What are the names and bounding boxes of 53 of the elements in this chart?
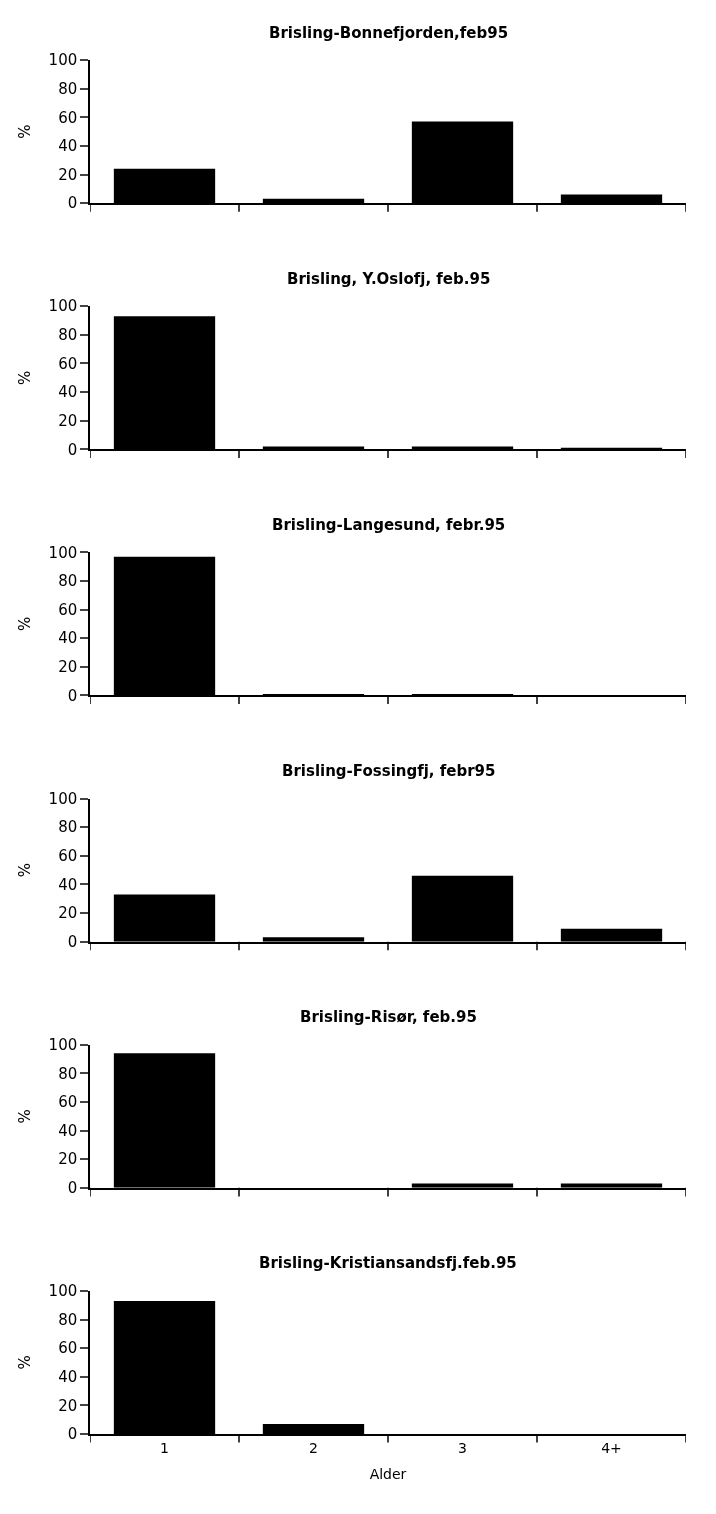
y-tick-label: 20 [58,165,78,184]
x-axis-title: Alder [369,1466,407,1483]
y-axis-title: % [16,370,35,385]
y-tick-label: 100 [48,297,78,316]
chart-title: Brisling-Fossingfj, febr95 [282,762,496,780]
y-tick-label: 0 [67,194,78,213]
y-axis-title: % [16,1109,35,1124]
x-tick-label: 2 [309,1439,318,1456]
chart-title: Brisling-Risør, feb.95 [300,1008,477,1026]
y-tick-label: 80 [58,79,78,98]
y-tick-label: 80 [58,1064,78,1083]
y-tick-label: 20 [58,904,78,923]
y-tick-label: 100 [48,51,78,70]
chart-title: Brisling-Langesund, febr.95 [272,516,506,534]
y-tick-label: 0 [67,1179,78,1198]
y-tick-label: 0 [67,1425,78,1444]
y-axis-title: % [16,616,35,632]
y-tick-label: 100 [48,1282,78,1301]
x-tick-label: 4+ [601,1439,622,1456]
y-tick-label: 60 [58,600,78,619]
y-axis-title: % [16,124,35,139]
chart-title: Brisling-Bonnefjorden,feb95 [269,24,509,42]
x-tick-label: 3 [458,1439,467,1456]
y-tick-label: 60 [58,108,78,127]
y-tick-label: 40 [58,1368,78,1387]
y-axis-title: % [16,862,35,878]
y-tick-label: 20 [58,1396,78,1415]
y-tick-label: 60 [58,847,78,866]
y-tick-label: 100 [48,789,78,808]
y-tick-label: 100 [48,543,78,562]
y-tick-label: 60 [58,1093,78,1112]
y-tick-label: 80 [58,818,78,837]
y-tick-label: 0 [67,932,78,951]
y-tick-label: 20 [58,658,78,677]
y-tick-label: 40 [58,875,78,894]
y-tick-label: 40 [58,1121,78,1140]
y-tick-label: 40 [58,137,78,156]
y-tick-label: 100 [48,1035,78,1054]
y-tick-label: 80 [58,326,78,345]
y-tick-label: 80 [58,1310,78,1329]
y-axis-title: % [16,1355,35,1370]
chart-title: Brisling-Kristiansandsfj.feb.95 [259,1254,517,1272]
y-tick-label: 40 [58,629,78,648]
y-tick-label: 20 [58,1150,78,1169]
chart-title: Brisling, Y.Oslofj, feb.95 [287,270,491,288]
y-tick-label: 0 [67,440,78,459]
y-tick-label: 80 [58,572,78,591]
y-tick-label: 20 [58,411,78,430]
y-tick-label: 0 [67,686,78,705]
y-tick-label: 60 [58,354,78,373]
y-tick-label: 40 [58,383,78,402]
x-tick-label: 1 [160,1439,169,1456]
y-tick-label: 60 [58,1339,78,1358]
